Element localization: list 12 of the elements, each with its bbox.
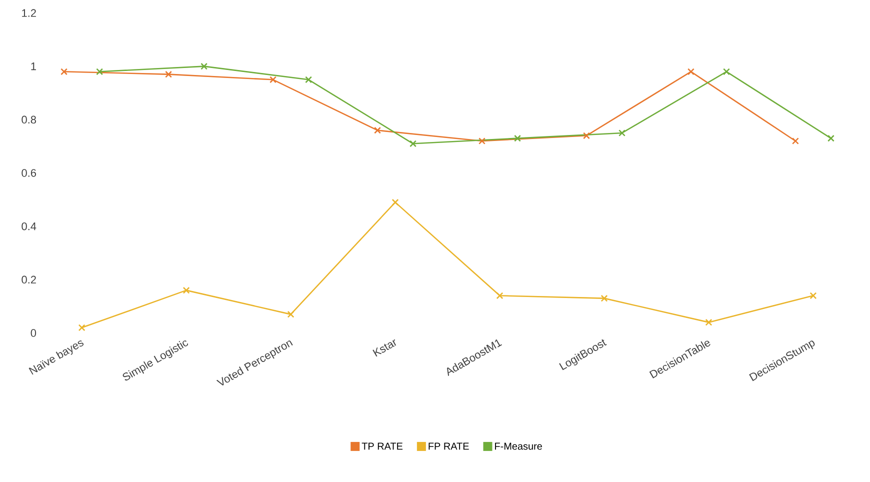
x-tick-label: Naïve bayes [28, 340, 84, 375]
y-tick-label: 1.2 [22, 9, 36, 17]
legend-label: FP RATE [428, 442, 469, 450]
y-tick-label: 0 [30, 329, 36, 337]
x-tick-label: Kstar [372, 339, 396, 357]
y-tick-label: 1 [31, 62, 36, 70]
y-tick-label: 0.6 [22, 169, 36, 177]
y-tick-label: 0.4 [22, 222, 36, 230]
y-tick-label: 0.8 [22, 116, 36, 124]
legend-label: TP RATE [362, 442, 403, 450]
legend-label: F-Measure [495, 442, 542, 450]
y-tick-label: 0.2 [22, 276, 36, 284]
